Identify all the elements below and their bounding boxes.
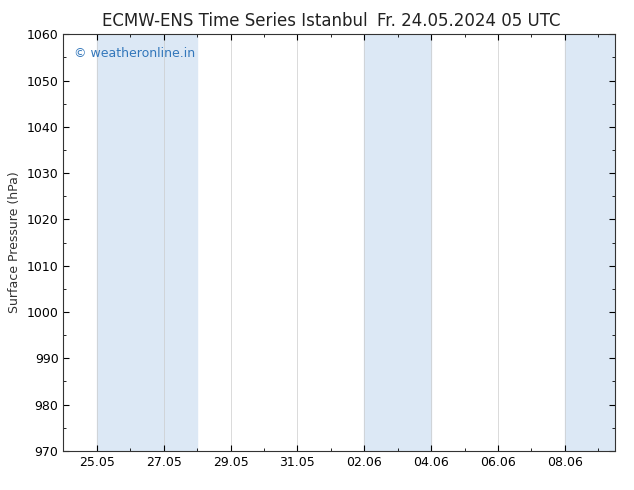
Text: Fr. 24.05.2024 05 UTC: Fr. 24.05.2024 05 UTC: [377, 12, 561, 30]
Text: © weatheronline.in: © weatheronline.in: [74, 47, 195, 60]
Bar: [97, 34, 197, 451]
Y-axis label: Surface Pressure (hPa): Surface Pressure (hPa): [8, 172, 21, 314]
Bar: [565, 34, 631, 451]
Bar: [365, 34, 431, 451]
Text: ECMW-ENS Time Series Istanbul: ECMW-ENS Time Series Istanbul: [102, 12, 367, 30]
